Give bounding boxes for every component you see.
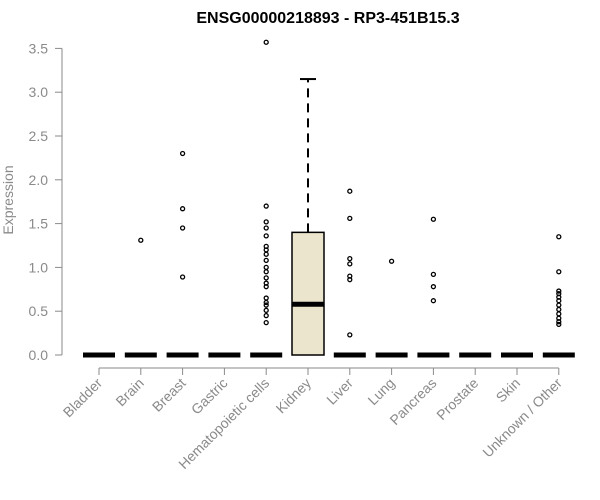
y-axis-label: Expression [0,165,16,234]
outlier-point [263,280,269,286]
y-tick-label: 0.0 [29,347,49,363]
outlier-point [263,307,269,313]
outlier-point [347,188,353,194]
x-tick-label: Skin [493,375,524,406]
x-tick-label: Unknown / Other [479,375,565,461]
outlier-point [263,264,269,271]
outlier-point [179,206,186,212]
outlier-point [179,274,186,280]
outlier-point [556,288,562,294]
outlier-point [263,39,269,45]
outlier-point [263,243,269,250]
outlier-point [347,273,353,279]
box-2 [166,150,199,358]
outlier-point [263,319,269,326]
box-body [291,231,325,356]
y-tick-label: 3.5 [29,40,49,56]
y-tick-label: 1.0 [29,259,49,275]
x-tick-label: Breast [149,375,189,415]
y-tick-label: 3.0 [29,84,49,100]
x-tick-label: Lung [364,375,397,408]
outlier-point [263,225,269,231]
outlier-point [263,219,269,225]
outlier-point [347,261,353,267]
outlier-point [347,215,353,221]
outlier-point [556,321,562,327]
outlier-point [430,271,437,278]
box-4 [250,39,283,358]
outlier-point [430,298,437,304]
outlier-point [263,295,269,301]
y-tick-label: 2.5 [29,128,49,144]
box-11 [542,234,575,358]
y-tick-label: 0.5 [29,303,49,319]
outlier-point [388,258,395,264]
y-tick-label: 2.0 [29,172,49,188]
outlier-point [263,203,269,209]
box-6 [333,188,366,358]
outlier-point [556,315,562,321]
x-tick-label: Kidney [273,375,315,417]
x-tick-label: Brain [112,375,146,409]
outlier-point [263,233,269,239]
outlier-point [263,275,269,281]
outlier-point [263,302,269,308]
y-tick-label: 1.5 [29,216,49,232]
box-7 [375,258,408,358]
outlier-point [179,150,186,157]
y-axis: 0.0 0.5 1.0 1.5 2.0 2.5 3.0 3.5 [29,40,63,363]
outlier-point [556,302,562,308]
outlier-point [556,311,562,317]
outlier-point [430,216,437,222]
outlier-point [347,332,353,338]
chart-title: ENSG00000218893 - RP3-451B15.3 [196,10,459,27]
outlier-point [138,237,144,243]
outlier-point [430,284,437,290]
outlier-point [556,306,562,313]
outlier-point [179,225,186,231]
outlier-point [263,269,269,275]
box-8 [417,216,450,358]
outlier-point [263,312,269,319]
outlier-point [556,291,562,297]
x-tick-label: Liver [323,375,356,408]
outlier-point [263,251,269,257]
x-tick-label: Prostate [433,375,481,423]
outlier-point [263,257,269,264]
x-tick-label: Bladder [60,375,106,421]
box-series [83,39,575,358]
outlier-point [556,234,562,240]
box-5 [291,78,325,356]
outlier-point [556,269,562,275]
outlier-point [347,255,353,262]
box-1 [124,237,157,358]
